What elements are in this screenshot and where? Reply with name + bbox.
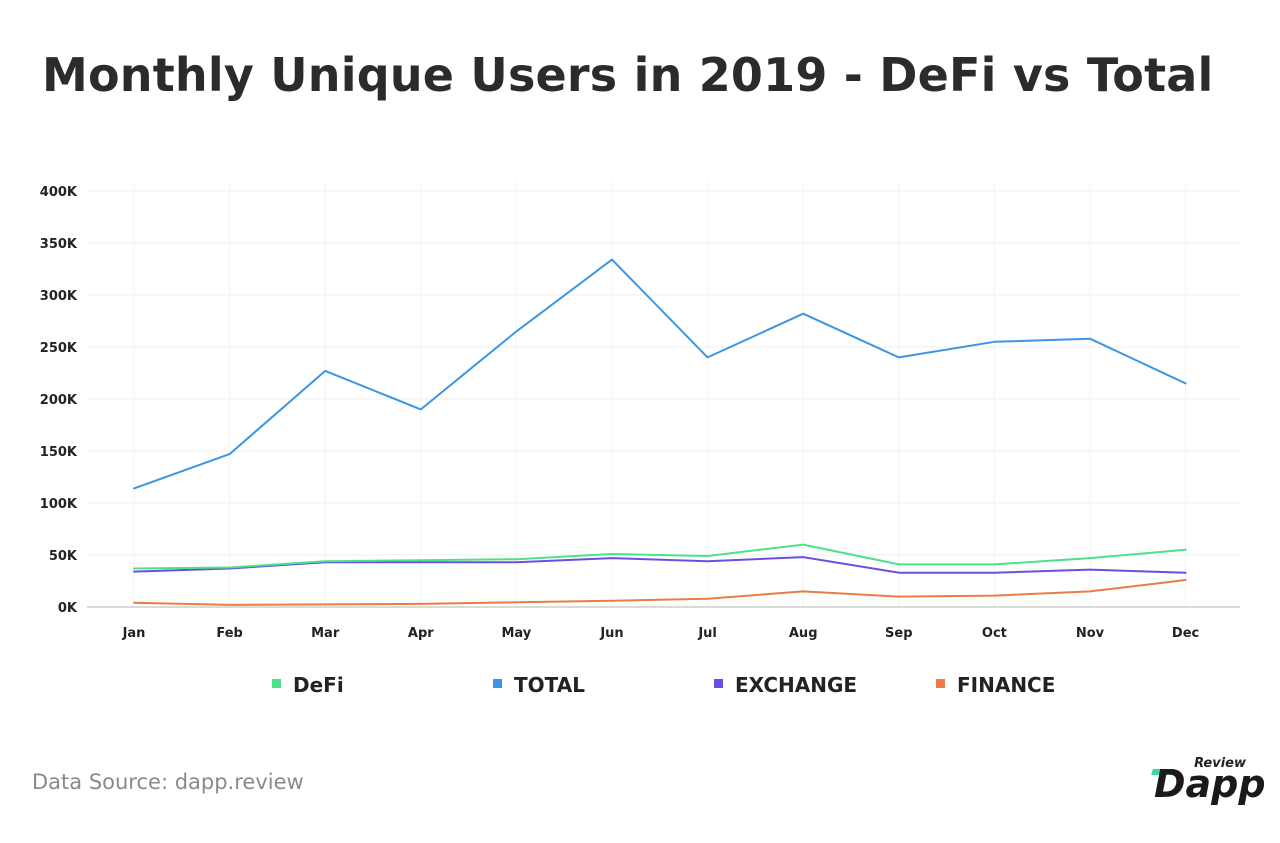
legend-swatch-total: [493, 679, 502, 688]
x-tick-label: Apr: [408, 626, 434, 641]
x-tick-label: Oct: [982, 626, 1007, 641]
x-tick-label: Feb: [216, 626, 242, 641]
x-tick-label: Jan: [122, 626, 146, 641]
x-tick-label: Dec: [1172, 626, 1199, 641]
legend-label-defi: DeFi: [293, 673, 344, 697]
page-title: Monthly Unique Users in 2019 - DeFi vs T…: [42, 48, 1214, 102]
y-tick-label: 250K: [40, 341, 78, 356]
chart-series: [133, 258, 1187, 606]
data-source-note: Data Source: dapp.review: [32, 770, 304, 794]
x-tick-label: Nov: [1076, 626, 1105, 641]
y-tick-label: 50K: [49, 549, 78, 564]
y-tick-label: 350K: [40, 237, 78, 252]
logo-review-text: Review: [1194, 756, 1246, 771]
logo-main-text: Dapp: [1154, 762, 1266, 806]
x-tick-label: Jun: [599, 626, 623, 641]
x-tick-label: Mar: [311, 626, 340, 641]
legend-swatch-defi: [272, 679, 281, 688]
x-tick-label: Jul: [697, 626, 717, 641]
series-line-total: [133, 258, 1187, 490]
y-tick-label: 200K: [40, 393, 78, 408]
legend-label-total: TOTAL: [514, 673, 585, 697]
series-line-finance: [133, 579, 1187, 606]
y-tick-label: 0K: [58, 601, 78, 616]
y-tick-label: 150K: [40, 445, 78, 460]
x-tick-label: May: [502, 626, 532, 641]
legend-swatch-finance: [936, 679, 945, 688]
chart-legend: DeFi TOTAL EXCHANGE FINANCE: [272, 673, 1055, 697]
y-tick-label: 400K: [40, 185, 78, 200]
y-tick-label: 100K: [40, 497, 78, 512]
series-line-exchange: [133, 556, 1187, 574]
chart-axis: 0K 50K 100K 150K 200K 250K 300K 350K 400K Jan Feb M…: [40, 185, 1240, 641]
dapp-review-logo: Review Dapp: [1148, 756, 1266, 808]
x-tick-label: Aug: [789, 626, 818, 641]
x-tick-label: Sep: [885, 626, 913, 641]
chart-grid: [87, 181, 1240, 607]
legend-swatch-exchange: [714, 679, 723, 688]
legend-label-exchange: EXCHANGE: [735, 673, 857, 697]
series-line-defi: [133, 543, 1187, 570]
y-tick-label: 300K: [40, 289, 78, 304]
legend-label-finance: FINANCE: [957, 673, 1055, 697]
